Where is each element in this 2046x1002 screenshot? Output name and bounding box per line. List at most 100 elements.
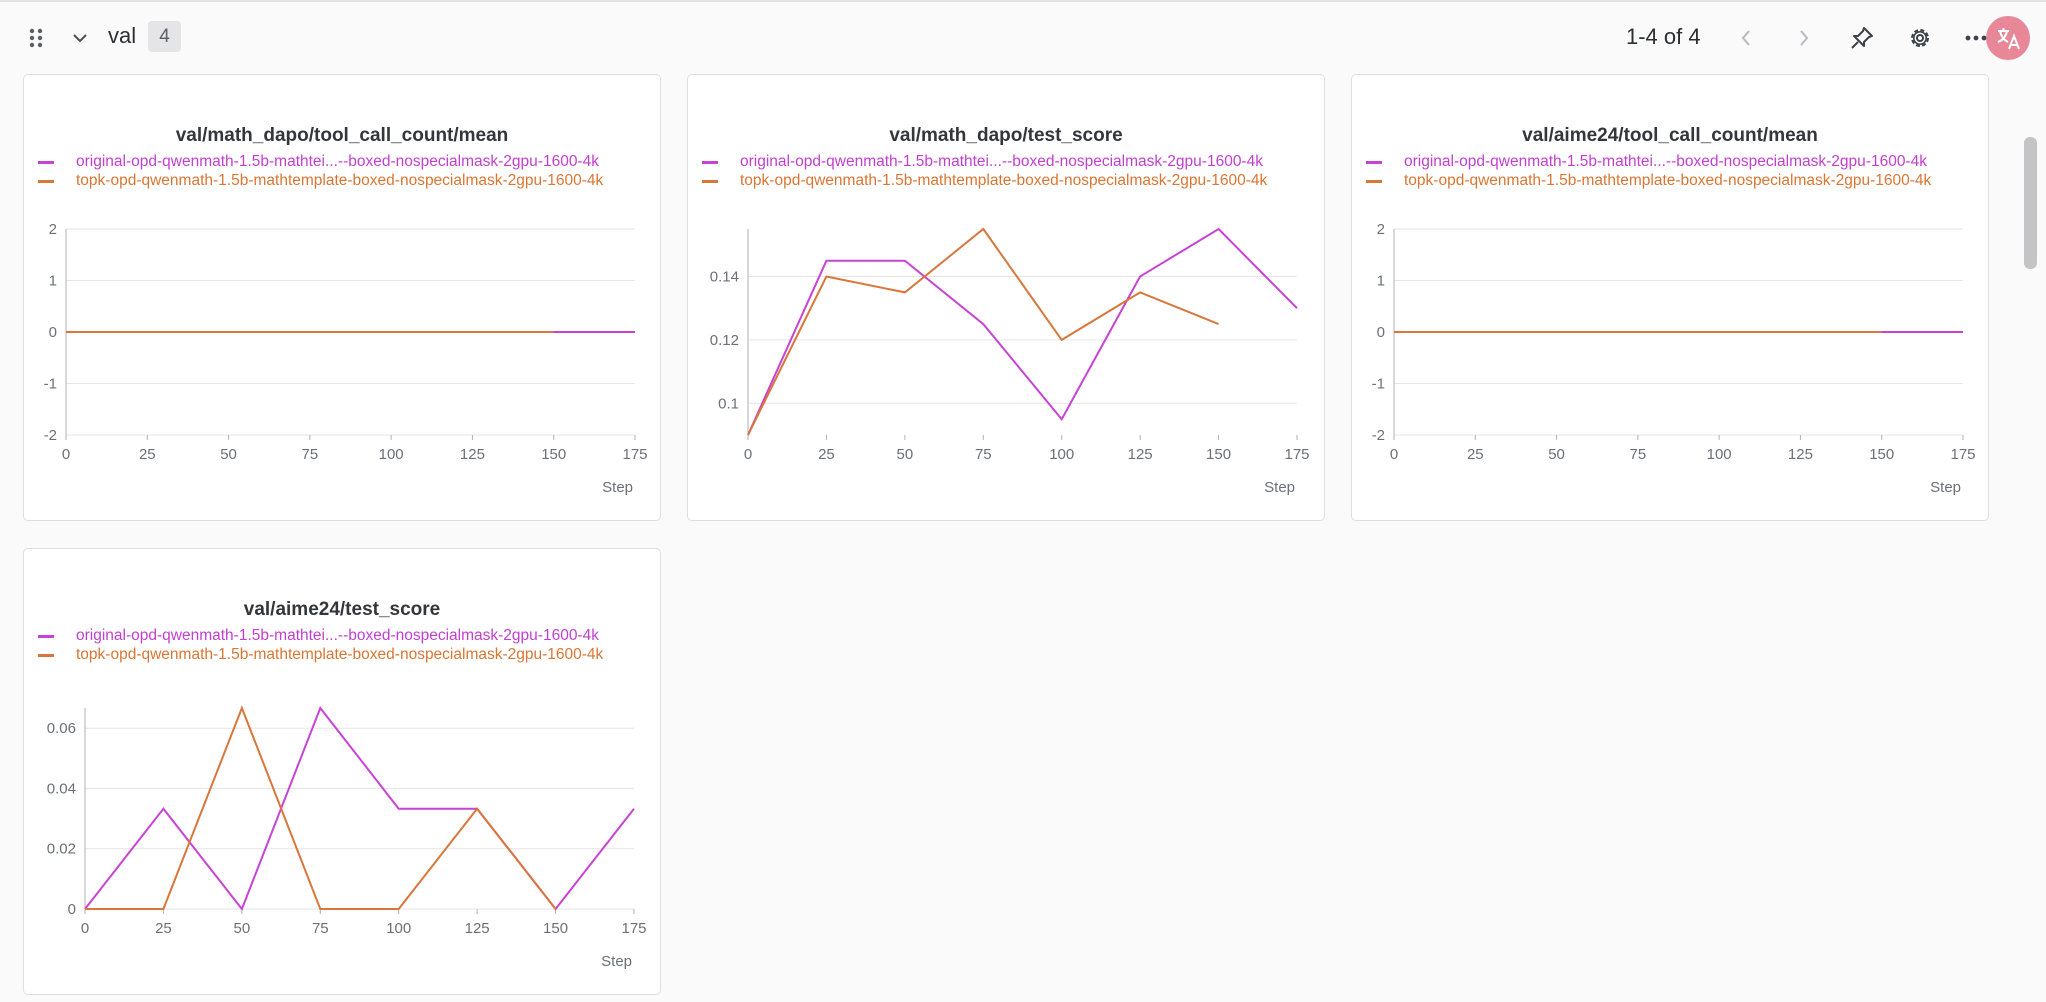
chart-title: val/aime24/tool_call_count/mean (1522, 125, 1818, 146)
legend-item: original-opd-qwenmath-1.5b-mathtei...‑-b… (702, 154, 1316, 170)
x-axis-label: Step (601, 953, 632, 970)
x-tick-label: 50 (220, 446, 237, 463)
y-tick-label: 0 (1377, 324, 1385, 341)
chart-title: val/math_dapo/tool_call_count/mean (175, 125, 509, 146)
y-tick-label: -2 (44, 427, 57, 444)
y-tick-label: -2 (1372, 427, 1385, 444)
line-chart: 0 0.02 0.04 0.06 0 25 50 75 100 125 150 175 Step (47, 705, 647, 970)
chart-legend: original-opd-qwenmath-1.5b-mathtei...‑-b… (1366, 154, 1980, 192)
legend-item: original-opd-qwenmath-1.5b-mathtei...‑-b… (1366, 154, 1980, 170)
x-tick-label: 0 (62, 446, 70, 463)
x-tick-label: 0 (81, 920, 89, 937)
x-tick-label: 50 (897, 446, 914, 463)
x-tick-label: 25 (139, 446, 156, 463)
y-tick-label: 1 (49, 273, 57, 290)
legend-label: topk-opd-qwenmath-1.5b-mathtemplate-boxe… (76, 172, 604, 189)
chart-panel[interactable]: val/aime24/test_score original-opd-qwenm… (23, 548, 661, 995)
x-tick-label: 125 (465, 920, 490, 937)
gear-icon[interactable] (1904, 22, 1936, 54)
legend-item: topk-opd-qwenmath-1.5b-mathtemplate-boxe… (1366, 173, 1980, 189)
chart-title: val/math_dapo/test_score (889, 125, 1123, 146)
x-tick-label: 100 (1707, 446, 1732, 463)
scrollbar-thumb[interactable] (2024, 137, 2037, 269)
translate-icon[interactable] (1986, 16, 2030, 60)
x-tick-label: 100 (386, 920, 411, 937)
series-line-1 (85, 705, 557, 910)
x-tick-label: 25 (1467, 446, 1484, 463)
x-tick-label: 100 (379, 446, 404, 463)
legend-label: topk-opd-qwenmath-1.5b-mathtemplate-boxe… (76, 646, 604, 663)
y-tick-label: 0.1 (718, 395, 739, 412)
x-tick-label: 50 (234, 920, 251, 937)
drag-handle-icon[interactable] (22, 24, 50, 52)
x-tick-label: 0 (744, 446, 752, 463)
y-tick-label: 2 (49, 221, 57, 238)
y-tick-label: 2 (1377, 221, 1385, 238)
section-title: val (108, 23, 137, 48)
x-tick-label: 0 (1390, 446, 1398, 463)
y-tick-label: 0.14 (710, 269, 739, 286)
y-tick-label: 0.06 (47, 720, 76, 737)
legend-item: topk-opd-qwenmath-1.5b-mathtemplate-boxe… (38, 173, 652, 189)
x-axis-label: Step (1264, 479, 1295, 496)
x-tick-label: 75 (1630, 446, 1647, 463)
x-axis-label: Step (1930, 479, 1961, 496)
line-chart: -2 -1 0 1 2 0 25 50 75 100 125 150 175 Step (44, 221, 648, 496)
x-tick-label: 150 (541, 446, 566, 463)
x-tick-label: 175 (622, 446, 647, 463)
x-tick-label: 100 (1049, 446, 1074, 463)
x-tick-label: 50 (1548, 446, 1565, 463)
legend-label: topk-opd-qwenmath-1.5b-mathtemplate-boxe… (1404, 172, 1932, 189)
legend-label: original-opd-qwenmath-1.5b-mathtei...‑-b… (1404, 154, 1927, 170)
x-tick-label: 150 (1869, 446, 1894, 463)
legend-item: original-opd-qwenmath-1.5b-mathtei...‑-b… (38, 628, 652, 644)
x-tick-label: 175 (1950, 446, 1975, 463)
chevron-left-icon[interactable] (1732, 24, 1760, 52)
pin-icon[interactable] (1846, 22, 1878, 54)
section-count-badge: 4 (148, 21, 181, 52)
legend-item: topk-opd-qwenmath-1.5b-mathtemplate-boxe… (38, 647, 652, 663)
x-tick-label: 75 (312, 920, 329, 937)
pagination-text: 1-4 of 4 (1626, 24, 1701, 49)
x-tick-label: 175 (1284, 446, 1309, 463)
chart-panel[interactable]: val/math_dapo/test_score original-opd-qw… (687, 74, 1325, 521)
y-tick-label: 0.12 (710, 332, 739, 349)
series-line-1 (747, 227, 1219, 436)
series-line-0 (84, 705, 635, 911)
x-tick-label: 150 (1206, 446, 1231, 463)
legend-item: topk-opd-qwenmath-1.5b-mathtemplate-boxe… (702, 173, 1316, 189)
series-line-0 (747, 227, 1298, 436)
y-tick-label: 0 (68, 901, 76, 918)
y-tick-label: 0 (49, 324, 57, 341)
chart-legend: original-opd-qwenmath-1.5b-mathtei...‑-b… (38, 628, 652, 666)
more-icon[interactable] (1962, 24, 1990, 52)
chart-panel[interactable]: val/math_dapo/tool_call_count/mean origi… (23, 74, 661, 521)
x-tick-label: 25 (818, 446, 835, 463)
y-tick-label: 1 (1377, 273, 1385, 290)
line-chart: 0.1 0.12 0.14 0 25 50 75 100 125 150 175 Step (710, 227, 1310, 496)
chart-title: val/aime24/test_score (243, 599, 441, 620)
x-tick-label: 125 (1788, 446, 1813, 463)
y-tick-label: -1 (1372, 376, 1385, 393)
chart-legend: original-opd-qwenmath-1.5b-mathtei...‑-b… (38, 154, 652, 192)
top-border (0, 0, 2046, 2)
chevron-down-icon[interactable] (66, 24, 94, 52)
legend-label: original-opd-qwenmath-1.5b-mathtei...‑-b… (76, 628, 599, 644)
y-tick-label: 0.04 (47, 780, 76, 797)
legend-label: topk-opd-qwenmath-1.5b-mathtemplate-boxe… (740, 172, 1268, 189)
x-tick-label: 125 (460, 446, 485, 463)
x-axis-label: Step (602, 479, 633, 496)
chevron-right-icon[interactable] (1790, 24, 1818, 52)
x-tick-label: 25 (155, 920, 172, 937)
y-tick-label: 0.02 (47, 841, 76, 858)
legend-label: original-opd-qwenmath-1.5b-mathtei...‑-b… (740, 154, 1263, 170)
y-tick-label: -1 (44, 376, 57, 393)
legend-item: original-opd-qwenmath-1.5b-mathtei...‑-b… (38, 154, 652, 170)
line-chart: -2 -1 0 1 2 0 25 50 75 100 125 150 175 Step (1372, 221, 1976, 496)
x-tick-label: 150 (543, 920, 568, 937)
x-tick-label: 125 (1128, 446, 1153, 463)
chart-panel[interactable]: val/aime24/tool_call_count/mean original… (1351, 74, 1989, 521)
legend-label: original-opd-qwenmath-1.5b-mathtei...‑-b… (76, 154, 599, 170)
section-header: val 4 1-4 of 4 (0, 10, 2030, 66)
chart-legend: original-opd-qwenmath-1.5b-mathtei...‑-b… (702, 154, 1316, 192)
